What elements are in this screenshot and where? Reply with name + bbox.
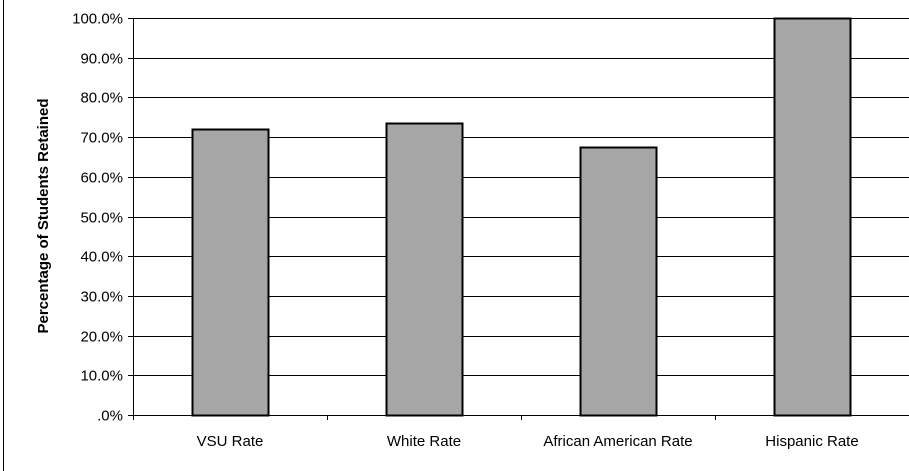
y-tick-label: 50.0% [80, 210, 123, 227]
bar-vsu-rate [191, 128, 270, 417]
y-tick-label: 100.0% [72, 11, 123, 28]
y-axis-title: Percentage of Students Retained [35, 98, 52, 333]
y-tick-label: 20.0% [80, 329, 123, 346]
y-tick-label: 30.0% [80, 289, 123, 306]
y-tick-label: 10.0% [80, 368, 123, 385]
y-tick-label: 40.0% [80, 249, 123, 266]
y-tick-labels: .0% 10.0% 20.0% 30.0% 40.0% 50.0% 60.0% 70.0% 80… [72, 11, 123, 425]
y-tick-label: 90.0% [80, 51, 123, 68]
x-category-label: Hispanic Rate [765, 433, 858, 450]
y-tick-label: 80.0% [80, 90, 123, 107]
axes [133, 18, 909, 420]
y-tick-label: 70.0% [80, 130, 123, 147]
x-category-label: VSU Rate [197, 433, 264, 450]
bar-african-american-rate [579, 146, 658, 417]
chart-left-border [3, 0, 4, 471]
x-category-labels: VSU Rate White Rate African American Rate H… [197, 433, 859, 450]
y-tick-label: 60.0% [80, 170, 123, 187]
bar-hispanic-rate [773, 17, 852, 417]
x-category-label: African American Rate [543, 433, 692, 450]
y-tick-label: .0% [97, 408, 123, 425]
bars [191, 17, 852, 417]
x-category-label: White Rate [387, 433, 461, 450]
bar-white-rate [385, 122, 464, 417]
